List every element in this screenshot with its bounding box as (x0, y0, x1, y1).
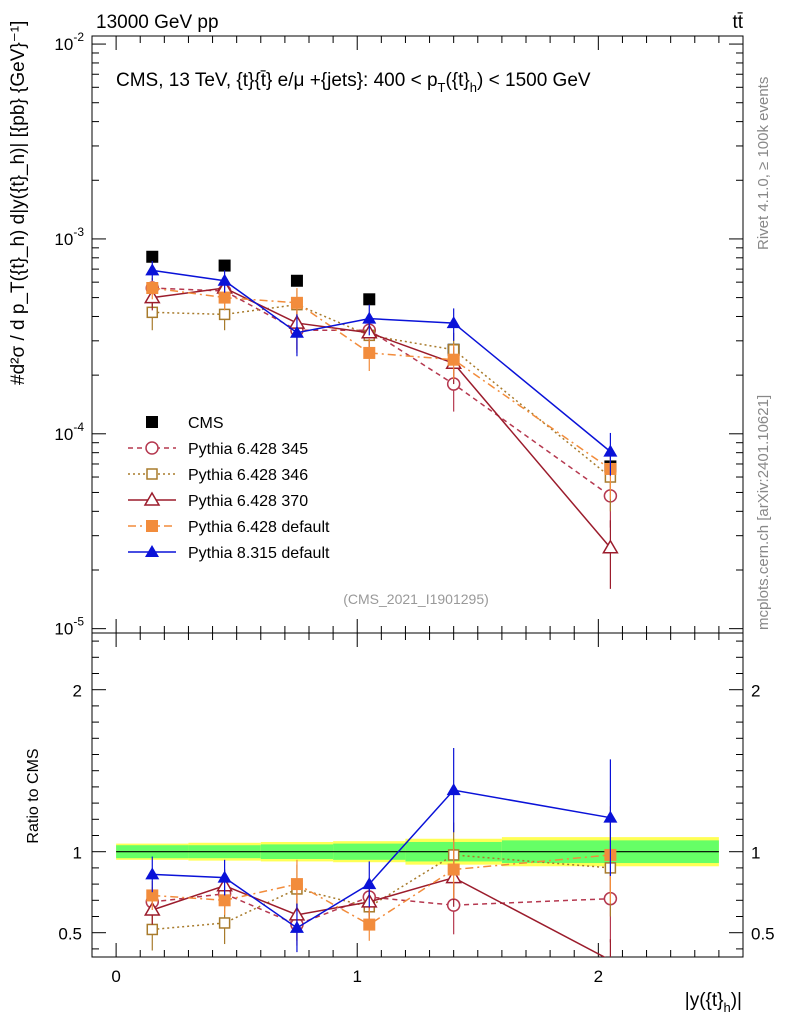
series-line (152, 269, 611, 453)
ratio-series-line (152, 789, 611, 929)
x-tick-label: 0 (111, 967, 120, 986)
main-y-tick-label: 10-4 (54, 420, 84, 444)
chart-title-main: CMS, 13 TeV, {t}{t̄} e/μ +{jets}: 400 < … (116, 70, 438, 91)
ratio-point (218, 894, 231, 907)
chart-title-end: ) < 1500 GeV (477, 70, 591, 91)
ratio-series-line (152, 893, 611, 926)
ratio-y-tick-label-right: 0.5 (751, 925, 775, 944)
x-axis-label: |y({t}h)| (685, 990, 742, 1015)
ratio-y-tick-label-right: 1 (751, 844, 760, 863)
x-tick-label: 1 (352, 967, 361, 986)
process-label: 13000 GeV pp (96, 12, 219, 33)
legend-label: Pythia 6.428 345 (188, 441, 308, 458)
legend-label: Pythia 6.428 default (188, 519, 330, 536)
data-point (363, 346, 376, 359)
chart-title-sub1: T (438, 80, 446, 95)
data-point (290, 296, 303, 309)
ratio-point (447, 863, 460, 876)
main-y-tick-label: 10-3 (54, 225, 84, 249)
legend-marker (145, 545, 159, 557)
ratio-y-tick-label: 1 (73, 844, 82, 863)
legend-label: Pythia 6.428 346 (188, 467, 308, 484)
chart-title: CMS, 13 TeV, {t}{t̄} e/μ +{jets}: 400 < … (116, 70, 591, 95)
data-point (290, 274, 303, 287)
data-point (362, 311, 377, 324)
main-y-tick-label: 10-5 (54, 615, 84, 639)
series-pythia-8-315-default (145, 261, 618, 476)
legend-label: Pythia 8.315 default (188, 545, 330, 562)
legend-marker (143, 491, 161, 506)
data-point (363, 293, 376, 306)
data-point (447, 353, 460, 366)
chart-title-mid: ({t} (445, 70, 469, 91)
series-line (152, 287, 611, 549)
ratio-point (146, 923, 159, 936)
ratio-series-line (152, 876, 606, 957)
legend: CMS Pythia 6.428 345 Pythia 6.428 346 Pythi… (128, 415, 330, 562)
legend-label: Pythia 6.428 370 (188, 493, 308, 510)
legend-marker (146, 520, 158, 532)
data-point (218, 291, 231, 304)
rivet-label: Rivet 4.1.0, ≥ 100k events (755, 77, 772, 250)
ratio-series-pythia-8-315-default (145, 748, 618, 953)
main-y-tick-label: 10-2 (54, 30, 84, 54)
data-point (289, 325, 304, 338)
series-line (152, 287, 611, 497)
legend-marker (146, 416, 158, 428)
ratio-point (146, 889, 159, 902)
ratio-y-axis-label: Ratio to CMS (25, 748, 42, 843)
ratio-panel: 0.5 0.5 1 1 2 2 0 1 2 Ratio to CMS |y({t}h)| (25, 632, 775, 1015)
ratio-point (289, 920, 304, 933)
legend-marker (145, 441, 159, 455)
series-line (152, 287, 611, 470)
ratio-point (218, 917, 231, 929)
chart-title-sub2: h (470, 80, 477, 95)
ratio-point (290, 878, 303, 891)
ratio-y-tick-label: 2 (73, 682, 82, 701)
data-point (217, 273, 232, 286)
series-pythia-6-428-default (146, 278, 617, 500)
series-line (152, 303, 611, 478)
ratio-series-pythia-6-428-370 (143, 848, 611, 957)
ratio-plot-frame (91, 632, 744, 958)
data-point (146, 250, 159, 263)
ratio-point (217, 870, 232, 883)
data-point (603, 444, 618, 457)
ratio-y-tick-label-right: 2 (751, 682, 760, 701)
ratio-point (446, 783, 461, 796)
x-tick-label: 2 (594, 967, 603, 986)
channel-label: tt̄ (732, 12, 743, 33)
data-point (446, 316, 461, 329)
ratio-y-tick-label: 0.5 (58, 925, 82, 944)
data-point (602, 539, 619, 554)
data-point (218, 308, 231, 321)
ratio-series-line (152, 854, 611, 926)
ratio-point (145, 867, 160, 880)
data-point (218, 259, 231, 272)
data-point (146, 281, 159, 294)
mcplots-label: mcplots.cern.ch [arXiv:2401.10621] (755, 395, 772, 630)
ratio-point (603, 810, 618, 823)
legend-marker (146, 468, 158, 480)
analysis-id: (CMS_2021_I1901295) (343, 591, 489, 607)
ratio-series-line (152, 854, 611, 931)
legend-label: CMS (188, 415, 224, 432)
ratio-point (362, 877, 377, 890)
main-panel: 10-5 10-4 10-3 10-2 CMS, 13 TeV, {t}{t̄} e/… (8, 21, 744, 639)
data-point (145, 263, 160, 276)
main-y-axis-label: #d²σ / d p_T({t}_h) d|y({t}_h)| [{pb} {G… (8, 21, 29, 385)
ratio-point (363, 918, 376, 931)
